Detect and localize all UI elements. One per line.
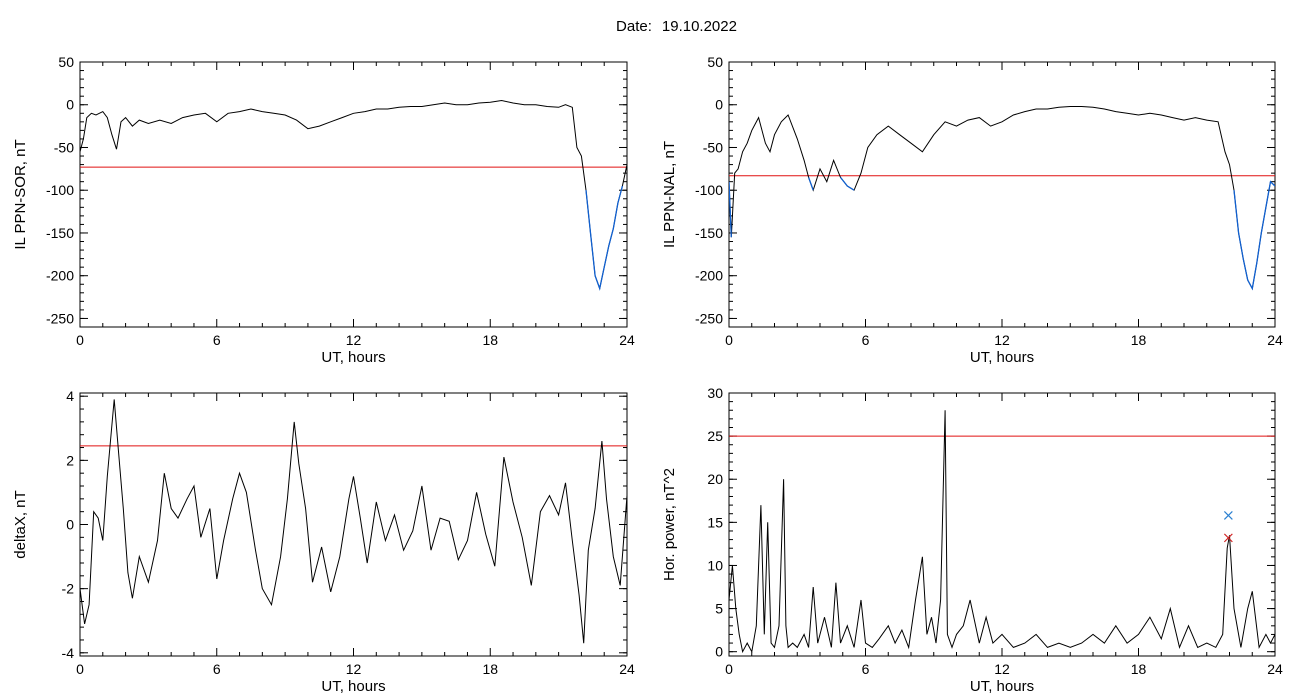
x-marker-stroke bbox=[1223, 533, 1233, 543]
x-marker-stroke bbox=[1223, 511, 1233, 520]
series-line bbox=[80, 399, 627, 644]
y-tick-label: -100 bbox=[695, 182, 723, 198]
y-tick-label: 20 bbox=[707, 471, 723, 487]
y-tick-label: -50 bbox=[54, 139, 74, 155]
x-tick-label: 6 bbox=[213, 332, 221, 348]
x-axis-label: UT, hours bbox=[970, 678, 1034, 695]
y-tick-label: 0 bbox=[715, 644, 723, 660]
series-highlight bbox=[585, 185, 624, 291]
series-line bbox=[729, 106, 1275, 291]
x-axis-label: UT, hours bbox=[321, 678, 385, 695]
series-highlight bbox=[807, 177, 814, 191]
chart-panel-2: 0 6 12 18 24 50 0 -50 -100 -150 -200 -250 UT, hours I… bbox=[661, 54, 1283, 366]
y-tick-label: -50 bbox=[703, 139, 723, 155]
chart-panel-3: 0 6 12 18 24 4 2 0 -2 -4 UT, hours deltaX, nT bbox=[12, 388, 635, 695]
x-tick-label: 24 bbox=[619, 661, 635, 677]
y-axis-label: Hor. power, nT^2 bbox=[661, 468, 678, 581]
page-title: Date: 19.10.2022 bbox=[0, 18, 1300, 35]
x-tick-label: 0 bbox=[725, 332, 733, 348]
y-tick-label: -200 bbox=[695, 268, 723, 284]
x-tick-label: 12 bbox=[346, 332, 362, 348]
date-label: Date: bbox=[616, 18, 652, 35]
x-tick-label: 12 bbox=[346, 661, 362, 677]
x-axis-label: UT, hours bbox=[321, 349, 385, 366]
x-tick-label: 6 bbox=[213, 661, 221, 677]
y-tick-label: 0 bbox=[66, 517, 74, 533]
y-axis-label: IL PPN-NAL, nT bbox=[661, 141, 678, 248]
x-tick-label: 12 bbox=[994, 332, 1010, 348]
x-tick-label: 18 bbox=[482, 661, 498, 677]
x-tick-label: 0 bbox=[76, 661, 84, 677]
y-tick-label: 30 bbox=[707, 385, 723, 401]
y-tick-label: 50 bbox=[707, 54, 723, 70]
y-tick-label: -150 bbox=[695, 225, 723, 241]
y-tick-label: 50 bbox=[58, 54, 74, 70]
series-line bbox=[729, 410, 1275, 654]
x-tick-label: 24 bbox=[619, 332, 635, 348]
y-tick-label: -100 bbox=[46, 182, 74, 198]
y-tick-label: 0 bbox=[715, 97, 723, 113]
x-marker bbox=[1223, 511, 1233, 520]
x-tick-label: 18 bbox=[1131, 332, 1147, 348]
x-tick-label: 0 bbox=[76, 332, 84, 348]
x-tick-label: 0 bbox=[725, 661, 733, 677]
series-highlight bbox=[729, 181, 732, 238]
y-tick-label: 0 bbox=[66, 97, 74, 113]
y-tick-label: -150 bbox=[46, 225, 74, 241]
y-tick-label: 4 bbox=[66, 388, 74, 404]
date-value: 19.10.2022 bbox=[661, 18, 737, 35]
x-tick-label: 18 bbox=[1131, 661, 1147, 677]
y-tick-label: 10 bbox=[707, 557, 723, 573]
x-tick-label: 6 bbox=[862, 332, 870, 348]
series-line bbox=[80, 99, 627, 291]
y-tick-label: -2 bbox=[62, 581, 75, 597]
y-tick-label: -250 bbox=[46, 310, 74, 326]
plot-frame bbox=[79, 392, 628, 657]
plot-frame bbox=[728, 61, 1276, 328]
y-tick-label: -4 bbox=[62, 645, 75, 661]
y-tick-label: 5 bbox=[715, 601, 723, 617]
y-axis-label: deltaX, nT bbox=[12, 490, 29, 558]
x-marker bbox=[1223, 533, 1233, 543]
x-tick-label: 6 bbox=[862, 661, 870, 677]
plot-frame bbox=[79, 61, 628, 328]
x-tick-label: 24 bbox=[1267, 332, 1283, 348]
x-axis-label: UT, hours bbox=[970, 349, 1034, 366]
chart-panel-4: 0 6 12 18 24 30 25 20 15 10 5 0 UT, hours Hor. power,… bbox=[661, 385, 1283, 695]
y-axis-label: IL PPN-SOR, nT bbox=[12, 139, 29, 249]
y-tick-label: 25 bbox=[707, 428, 723, 444]
chart-panel-1: 0 6 12 18 24 50 0 -50 -100 -150 -200 -250 UT, hours I… bbox=[12, 54, 635, 366]
x-tick-label: 12 bbox=[994, 661, 1010, 677]
y-tick-label: 2 bbox=[66, 452, 74, 468]
series-highlight bbox=[1233, 180, 1275, 291]
x-tick-label: 24 bbox=[1267, 661, 1283, 677]
y-tick-label: 15 bbox=[707, 514, 723, 530]
series-highlight bbox=[839, 176, 855, 191]
x-tick-label: 18 bbox=[482, 332, 498, 348]
y-tick-label: -200 bbox=[46, 268, 74, 284]
y-tick-label: -250 bbox=[695, 310, 723, 326]
